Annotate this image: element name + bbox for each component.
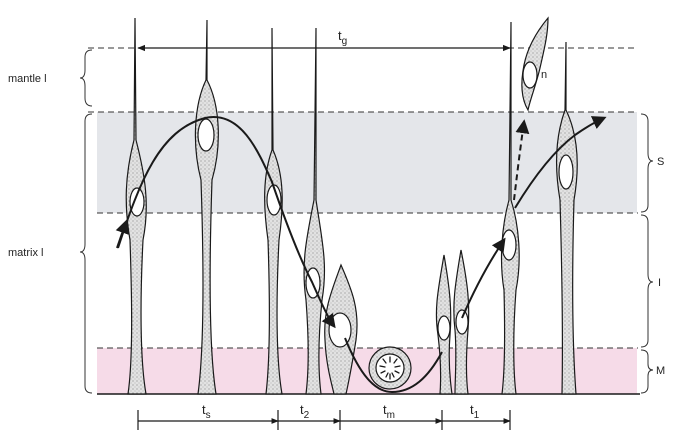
s-brace	[640, 113, 654, 213]
bottom-spans	[137, 410, 511, 430]
nucleus-7	[558, 154, 574, 190]
m-zone	[97, 348, 637, 394]
cell-2	[194, 19, 219, 395]
daughter-nucleus-b	[455, 309, 469, 335]
matrix-brace	[79, 113, 93, 394]
cells	[125, 16, 578, 395]
chromosomes	[379, 356, 401, 380]
tm-label: tm	[383, 402, 395, 421]
migration-path-mitosis	[344, 337, 443, 394]
entry-arrow	[115, 219, 129, 249]
s-zone-label: S	[657, 156, 664, 168]
cell-6	[500, 21, 520, 395]
m-zone-label: M	[656, 365, 665, 377]
nucleus-6	[501, 229, 517, 261]
migration-path	[117, 115, 336, 329]
mitotic-nucleus	[375, 353, 405, 383]
daughter-nucleus-a	[437, 315, 451, 341]
neuron-label: n	[541, 69, 547, 81]
cell-7	[555, 41, 578, 395]
cell-4	[303, 27, 326, 395]
m-brace	[640, 349, 654, 394]
tg-label: tg	[338, 28, 347, 47]
i-zone-label: I	[658, 277, 661, 289]
neuron-nucleus	[522, 61, 538, 89]
migration-path-exit	[514, 116, 607, 209]
i-brace	[640, 214, 654, 348]
mantle-brace	[79, 49, 93, 107]
ts-label: ts	[202, 402, 211, 421]
nucleus-1	[129, 187, 145, 217]
t1-label: t1	[470, 402, 480, 421]
differentiation-path	[513, 119, 530, 201]
migration-path-return	[461, 237, 506, 319]
nucleus-2	[197, 118, 215, 152]
t2-label: t2	[300, 402, 310, 421]
matrix-layer-label: matrix l	[8, 247, 43, 259]
mantle-layer-label: mantle l	[8, 73, 47, 85]
